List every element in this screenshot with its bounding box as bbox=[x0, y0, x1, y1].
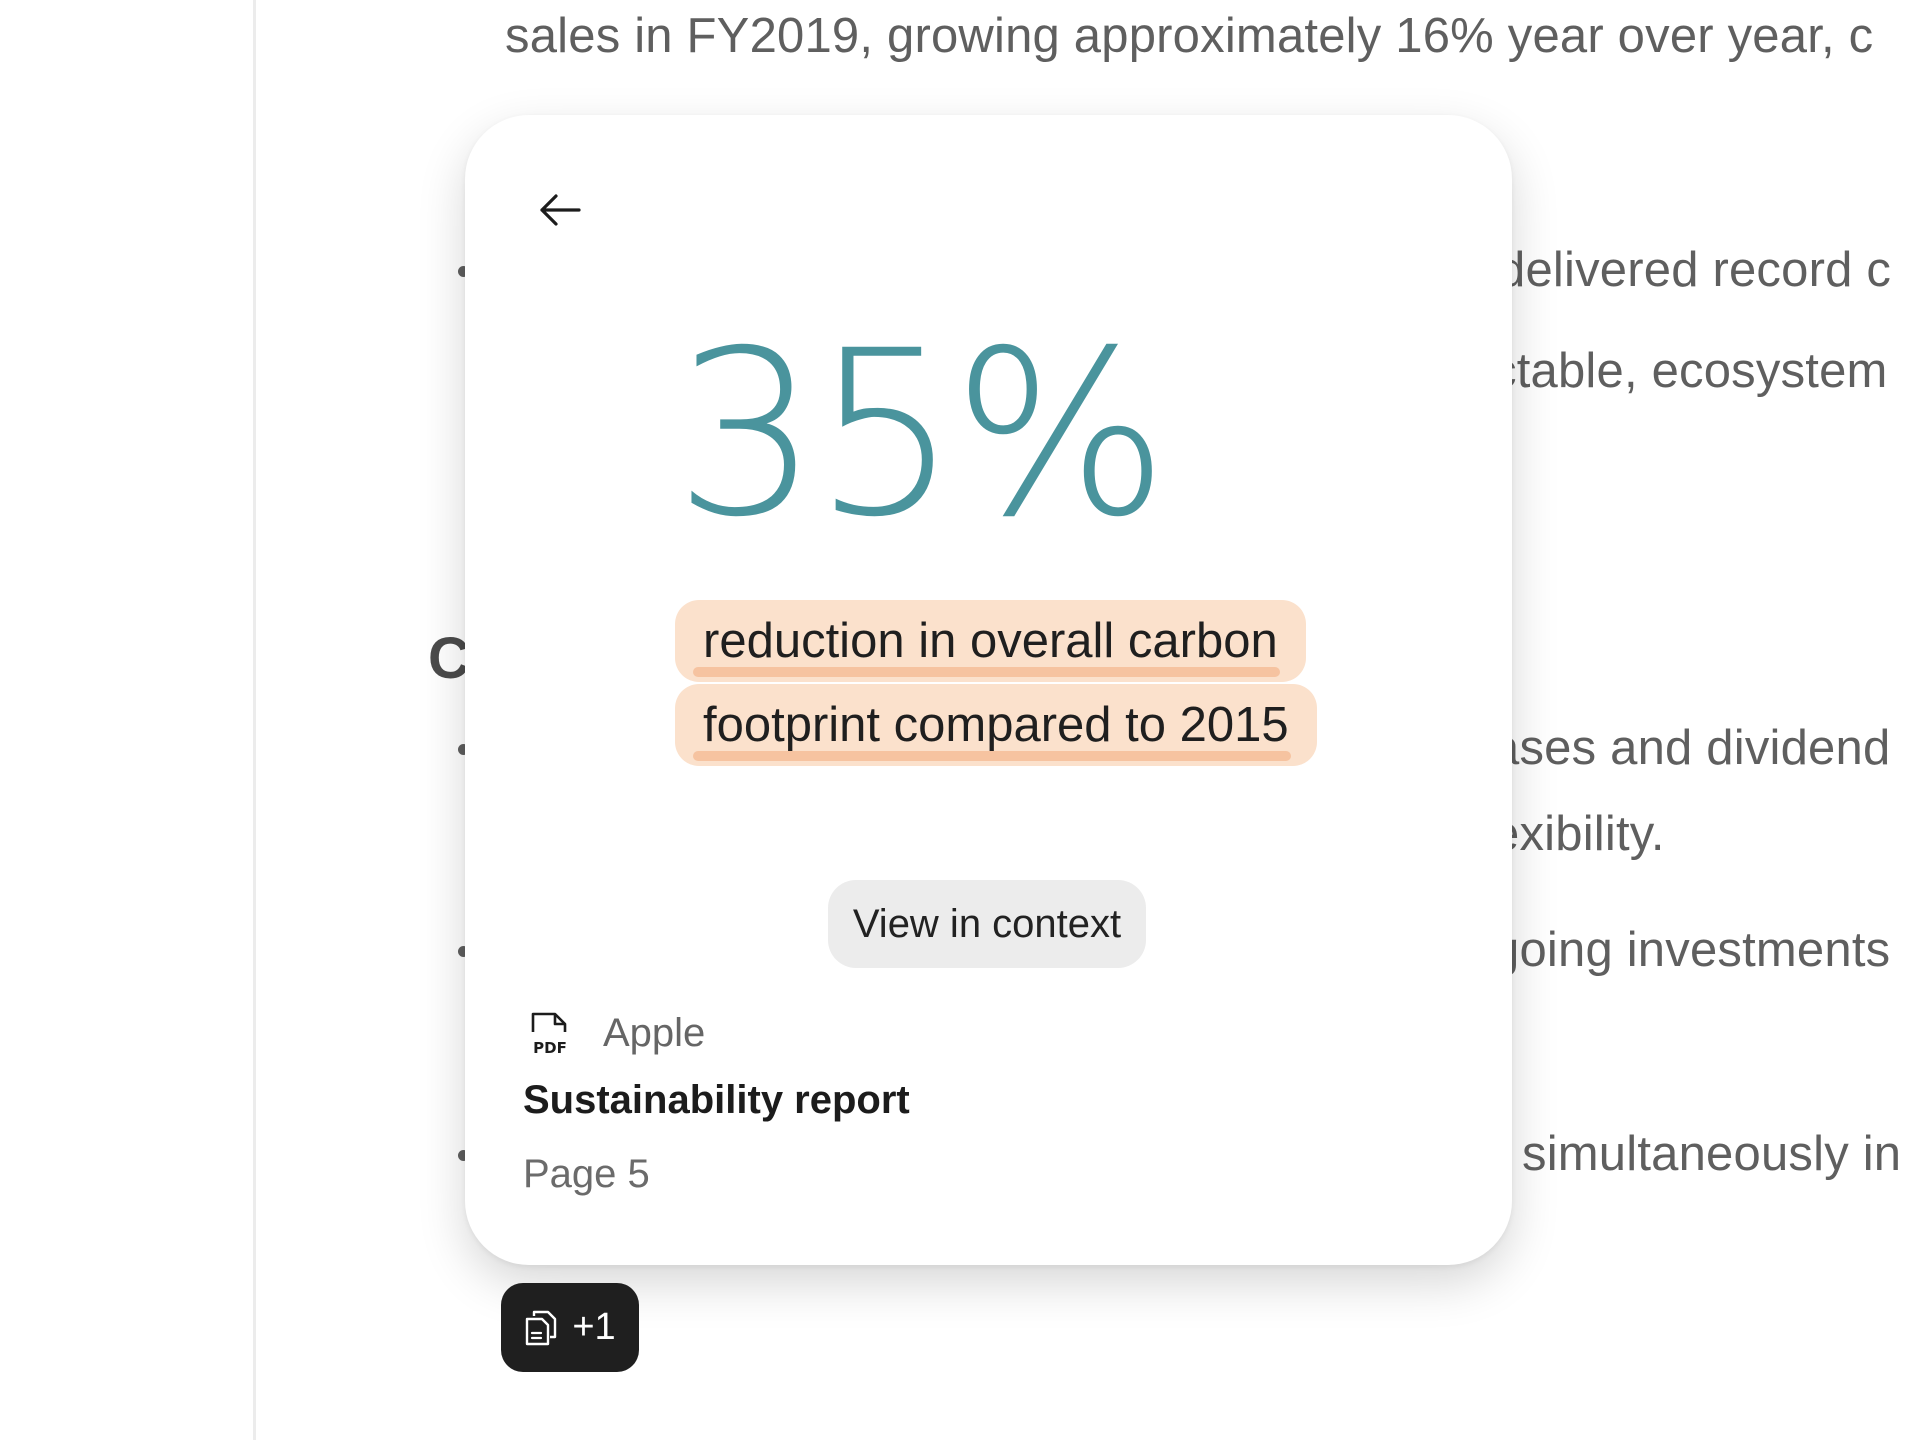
left-sidebar bbox=[0, 0, 256, 1440]
arrow-left-icon bbox=[540, 194, 581, 226]
citation-popup: 35% reduction in overall carbon footprin… bbox=[465, 115, 1512, 1265]
document-line: going investments bbox=[1492, 923, 1891, 977]
document-line: delivered record c bbox=[1498, 243, 1892, 297]
view-in-context-button[interactable]: View in context bbox=[828, 880, 1146, 968]
bullet bbox=[458, 946, 469, 957]
documents-icon bbox=[526, 1310, 557, 1345]
section-heading: C bbox=[428, 626, 470, 691]
sources-count-label: +1 bbox=[572, 1306, 616, 1348]
source-title[interactable]: Sustainability report bbox=[523, 1078, 910, 1122]
document-line: exibility. bbox=[1492, 807, 1665, 861]
document-line: simultaneously in bbox=[1522, 1127, 1902, 1181]
sources-count-button[interactable]: +1 bbox=[501, 1283, 639, 1372]
back-button[interactable] bbox=[525, 175, 595, 245]
pdf-file-icon: PDF bbox=[531, 1012, 567, 1056]
source-page: Page 5 bbox=[523, 1152, 650, 1196]
document-line: ases and dividend bbox=[1492, 721, 1891, 775]
bullet bbox=[458, 1150, 469, 1161]
document-line: sales in FY2019, growing approximately 1… bbox=[505, 9, 1874, 63]
highlighted-quote-line: footprint compared to 2015 bbox=[675, 684, 1317, 766]
bullet bbox=[458, 266, 469, 277]
document-line: ctable, ecosystem bbox=[1492, 344, 1888, 398]
source-company: Apple bbox=[603, 1010, 706, 1055]
source-info: PDF Apple bbox=[527, 1010, 705, 1056]
stat-value: 35% bbox=[674, 301, 1169, 567]
svg-text:PDF: PDF bbox=[533, 1039, 567, 1056]
highlighted-quote-line: reduction in overall carbon bbox=[675, 600, 1306, 682]
bullet bbox=[458, 744, 469, 755]
